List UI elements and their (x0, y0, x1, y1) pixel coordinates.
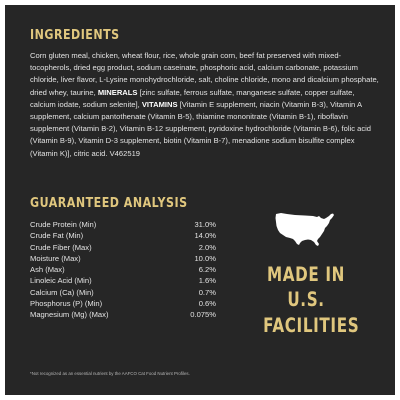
nutrient-name: Crude Fat (Min) (30, 231, 84, 241)
ingredients-list: Corn gluten meal, chicken, wheat flour, … (30, 50, 380, 160)
table-row: Crude Fat (Min) 14.0% (30, 230, 216, 241)
nutrient-value: 31.0% (194, 220, 216, 229)
table-row: Phosphorus (P) (Min) 0.6% (30, 298, 216, 309)
table-row: Crude Protein (Min) 31.0% (30, 219, 216, 230)
nutrient-value: 0.7% (198, 287, 216, 297)
made-in-text: MADE IN (267, 263, 345, 286)
nutrient-name: Crude Protein (Min) (30, 220, 97, 229)
table-row: Linoleic Acid (Min) 1.6% (30, 275, 216, 286)
ingredients-text-part3: [Vitamin E supplement, niacin (Vitamin B… (30, 99, 372, 158)
table-row: Crude Fiber (Max) 2.0% (30, 242, 216, 253)
nutrient-name: Crude Fiber (Max) (30, 242, 92, 252)
ingredients-heading: INGREDIENTS (30, 27, 120, 43)
guaranteed-analysis-heading: GUARANTEED ANALYSIS (30, 195, 188, 211)
product-info-panel: INGREDIENTS Corn gluten meal, chicken, w… (5, 5, 395, 395)
ingredients-text-part1: Corn gluten meal, chicken, wheat flour, … (30, 51, 379, 97)
ingredients-text-part2: [zinc sulfate, ferrous sulfate, manganes… (30, 87, 355, 109)
nutrient-name: Calcium (Ca) (Min) (30, 287, 94, 297)
table-row: Ash (Max) 6.2% (30, 264, 216, 275)
nutrient-name: Moisture (Max) (30, 253, 81, 263)
table-row: Calcium (Ca) (Min) 0.7% (30, 287, 216, 298)
nutrient-name: Phosphorus (P) (Min) (30, 299, 103, 309)
nutrient-value: 14.0% (194, 231, 216, 241)
nutrient-value: 1.6% (198, 276, 216, 286)
usa-map-icon (275, 213, 334, 246)
nutrient-value: 0.075% (190, 310, 216, 320)
nutrient-name: Ash (Max) (30, 265, 65, 275)
table-row: Magnesium (Mg) (Max) 0.075% (30, 309, 216, 320)
nutrient-name: Magnesium (Mg) (Max) (30, 310, 109, 320)
vitamins-label: VITAMINS (141, 99, 178, 109)
nutrient-value: 6.2% (198, 265, 216, 275)
nutrient-name: Linoleic Acid (Min) (30, 276, 92, 286)
facilities-text: FACILITIES (263, 314, 360, 337)
minerals-label: MINERALS (97, 87, 138, 97)
table-row: Moisture (Max) 10.0% (30, 253, 216, 264)
nutrient-value: 10.0% (194, 253, 216, 263)
nutrient-value: 2.0% (198, 242, 216, 252)
nutrient-value: 0.6% (198, 299, 216, 309)
footnote: *Not recognized as an essential nutrient… (30, 371, 190, 376)
guaranteed-analysis-table: Crude Protein (Min) 31.0% Crude Fat (Min… (30, 219, 216, 321)
us-text: U.S. (287, 288, 325, 311)
